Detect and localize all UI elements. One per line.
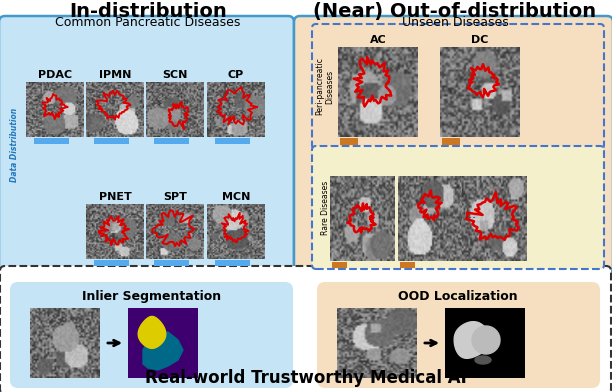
Text: OOD Localization: OOD Localization bbox=[398, 290, 518, 303]
Polygon shape bbox=[472, 326, 500, 354]
FancyBboxPatch shape bbox=[332, 262, 347, 268]
Polygon shape bbox=[475, 356, 491, 364]
Polygon shape bbox=[454, 322, 490, 358]
Text: Rare Diseases: Rare Diseases bbox=[321, 180, 329, 235]
Text: Inlier Segmentation: Inlier Segmentation bbox=[83, 290, 222, 303]
FancyBboxPatch shape bbox=[312, 146, 604, 269]
Text: PDAC: PDAC bbox=[38, 70, 72, 80]
Text: Common Pancreatic Diseases: Common Pancreatic Diseases bbox=[55, 16, 241, 29]
FancyBboxPatch shape bbox=[34, 138, 69, 144]
FancyBboxPatch shape bbox=[442, 138, 460, 145]
FancyBboxPatch shape bbox=[94, 260, 129, 266]
FancyBboxPatch shape bbox=[10, 282, 293, 388]
Text: SCN: SCN bbox=[162, 70, 188, 80]
Text: IPMN: IPMN bbox=[99, 70, 131, 80]
Text: (Near) Out-of-distribution: (Near) Out-of-distribution bbox=[313, 2, 597, 21]
Text: SPT: SPT bbox=[163, 192, 187, 202]
FancyBboxPatch shape bbox=[445, 308, 525, 378]
Text: In-distribution: In-distribution bbox=[69, 2, 227, 21]
FancyBboxPatch shape bbox=[317, 282, 600, 388]
Text: Data Distribution: Data Distribution bbox=[10, 107, 20, 181]
Text: Unseen Diseases: Unseen Diseases bbox=[401, 16, 509, 29]
Text: Peri-pancreatic
Diseases: Peri-pancreatic Diseases bbox=[315, 58, 335, 115]
FancyBboxPatch shape bbox=[312, 24, 604, 149]
Text: ···: ··· bbox=[465, 212, 477, 225]
FancyBboxPatch shape bbox=[154, 260, 189, 266]
FancyBboxPatch shape bbox=[215, 138, 250, 144]
FancyBboxPatch shape bbox=[340, 138, 358, 145]
FancyBboxPatch shape bbox=[0, 16, 294, 273]
FancyBboxPatch shape bbox=[94, 138, 129, 144]
FancyBboxPatch shape bbox=[294, 16, 612, 273]
Text: AC: AC bbox=[370, 35, 386, 45]
Polygon shape bbox=[138, 316, 166, 348]
Polygon shape bbox=[143, 332, 183, 370]
FancyBboxPatch shape bbox=[400, 262, 415, 268]
Text: CP: CP bbox=[228, 70, 244, 80]
Text: DC: DC bbox=[471, 35, 489, 45]
Text: MCN: MCN bbox=[222, 192, 250, 202]
FancyBboxPatch shape bbox=[154, 138, 189, 144]
FancyBboxPatch shape bbox=[215, 260, 250, 266]
FancyBboxPatch shape bbox=[0, 266, 611, 392]
FancyBboxPatch shape bbox=[128, 308, 198, 378]
Text: PNET: PNET bbox=[99, 192, 132, 202]
Text: Real-world Trustworthy Medical AI: Real-world Trustworthy Medical AI bbox=[145, 369, 467, 387]
